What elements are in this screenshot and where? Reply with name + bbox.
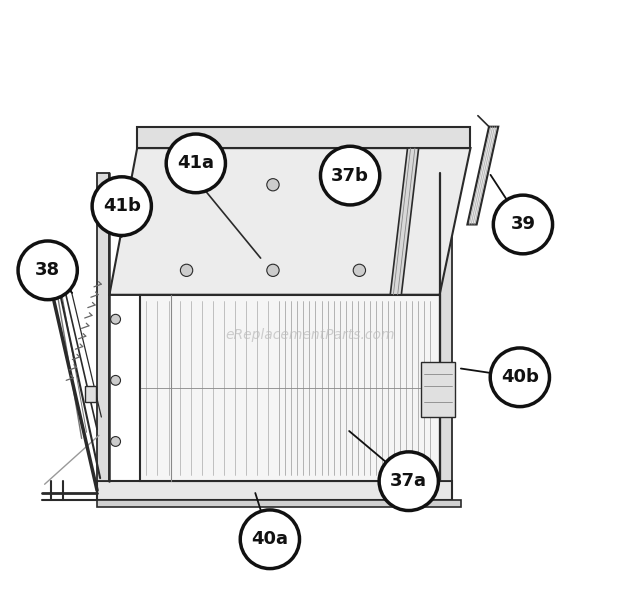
Text: 40a: 40a [251, 530, 288, 548]
Circle shape [180, 179, 193, 191]
Circle shape [110, 314, 120, 324]
Circle shape [110, 437, 120, 446]
Circle shape [321, 146, 379, 205]
Circle shape [353, 179, 366, 191]
Polygon shape [97, 173, 109, 481]
Circle shape [180, 264, 193, 276]
Polygon shape [97, 500, 461, 507]
Polygon shape [140, 295, 440, 481]
Circle shape [166, 134, 226, 193]
Circle shape [490, 348, 549, 406]
Text: 41b: 41b [103, 197, 141, 215]
Polygon shape [440, 173, 452, 481]
Circle shape [18, 241, 78, 300]
Text: 39: 39 [510, 216, 536, 233]
Circle shape [379, 452, 438, 510]
Polygon shape [109, 148, 471, 295]
Circle shape [353, 264, 366, 276]
Circle shape [110, 375, 120, 385]
Polygon shape [97, 481, 452, 500]
Polygon shape [421, 362, 455, 417]
Circle shape [241, 510, 299, 569]
Polygon shape [467, 126, 498, 225]
Polygon shape [390, 148, 419, 295]
Circle shape [267, 264, 279, 276]
Text: 37a: 37a [390, 472, 427, 490]
Text: 41a: 41a [177, 154, 215, 173]
FancyBboxPatch shape [85, 386, 96, 402]
Text: 40b: 40b [501, 368, 539, 386]
Polygon shape [137, 126, 471, 148]
Circle shape [92, 177, 151, 236]
Circle shape [494, 195, 552, 254]
Text: 37b: 37b [331, 166, 369, 185]
Text: eReplacementParts.com: eReplacementParts.com [225, 327, 395, 341]
Text: 38: 38 [35, 262, 60, 279]
Circle shape [267, 179, 279, 191]
